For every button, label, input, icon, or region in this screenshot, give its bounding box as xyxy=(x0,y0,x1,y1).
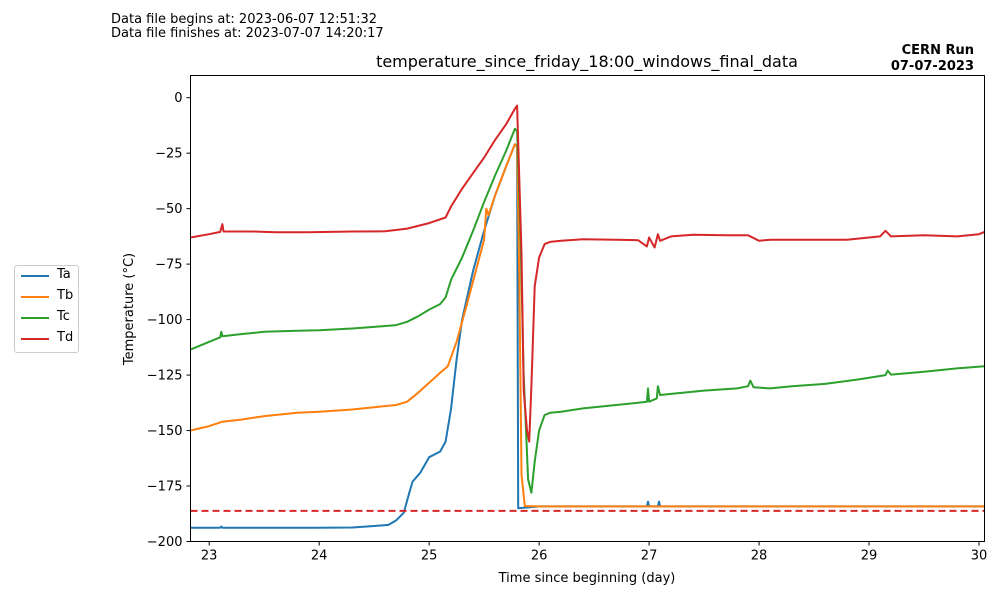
x-tick-label: 25 xyxy=(421,549,438,564)
series-line-tb xyxy=(190,143,985,508)
y-tick-label: −25 xyxy=(155,147,182,162)
x-tick-label: 27 xyxy=(641,549,658,564)
y-tick-label: −175 xyxy=(147,480,183,495)
run-date: 07-07-2023 xyxy=(891,59,974,74)
x-tick-label: 30 xyxy=(971,549,988,564)
legend-swatch-tb xyxy=(21,296,49,298)
legend-label-td: Td xyxy=(57,330,74,345)
y-tick-label: −200 xyxy=(147,535,183,550)
x-tick-label: 24 xyxy=(311,549,328,564)
data-begins-text: Data file begins at: 2023-06-07 12:51:32 xyxy=(111,12,378,27)
x-tick-label: 29 xyxy=(861,549,878,564)
x-tick-label: 26 xyxy=(531,549,548,564)
y-tick-label: −150 xyxy=(147,424,183,439)
series-line-td xyxy=(190,104,985,443)
x-tick-label: 28 xyxy=(751,549,768,564)
legend-item-tb: Tb xyxy=(15,287,78,307)
y-axis-label: Temperature (°C) xyxy=(122,253,137,366)
x-axis-label: Time since beginning (day) xyxy=(498,571,676,586)
y-tick-label: −125 xyxy=(147,369,183,384)
run-title: CERN Run xyxy=(902,43,974,58)
legend: Ta Tb Tc Td xyxy=(14,265,79,353)
legend-item-td: Td xyxy=(15,329,78,349)
legend-swatch-ta xyxy=(21,275,49,277)
legend-label-tc: Tc xyxy=(57,309,70,324)
x-tick-label: 23 xyxy=(201,549,218,564)
plot-frame xyxy=(190,75,985,542)
series-line-ta xyxy=(190,143,985,529)
series-line-tc xyxy=(190,127,985,494)
legend-label-tb: Tb xyxy=(57,288,74,303)
legend-item-tc: Tc xyxy=(15,308,78,328)
y-tick-label: −100 xyxy=(147,313,183,328)
legend-item-ta: Ta xyxy=(15,266,78,286)
chart-title: temperature_since_friday_18:00_windows_f… xyxy=(376,52,798,72)
y-tick-label: −75 xyxy=(155,258,182,273)
legend-swatch-td xyxy=(21,338,49,340)
legend-swatch-tc xyxy=(21,317,49,319)
y-tick-label: 0 xyxy=(174,91,182,106)
y-tick-label: −50 xyxy=(155,202,182,217)
data-finishes-text: Data file finishes at: 2023-07-07 14:20:… xyxy=(111,26,384,41)
legend-label-ta: Ta xyxy=(57,267,71,282)
